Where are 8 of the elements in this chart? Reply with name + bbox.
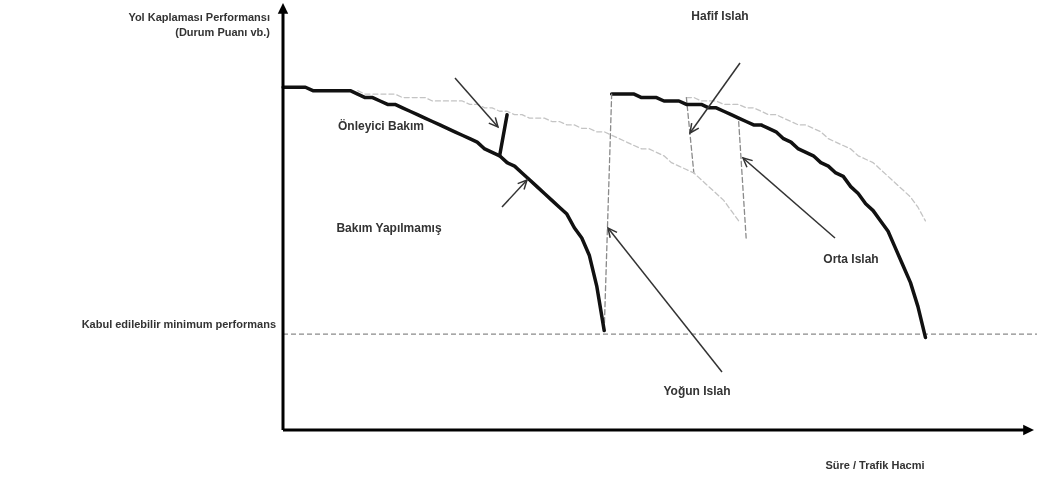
annotation: Yoğun Islah [663, 384, 731, 399]
y-axis-title: Yol Kaplaması Performansı (Durum Puanı vb.) [127, 10, 270, 40]
ref-line-label: Kabul edilebilir minimum performans [80, 317, 276, 333]
text: Hafif Islah [691, 9, 749, 24]
annotation: Bakım Yapılmamış [336, 221, 442, 236]
annotation: Orta Islah [823, 252, 879, 267]
x-axis-title: Süre / Trafik Hacmi [824, 458, 926, 473]
annotation: Önleyici Bakım [337, 118, 425, 134]
